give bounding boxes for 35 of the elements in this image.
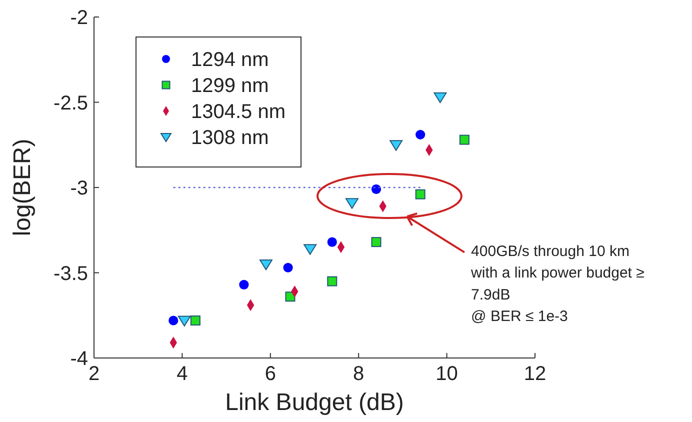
point: [168, 316, 178, 326]
point: [259, 260, 272, 270]
y-tick-label: -3: [70, 178, 88, 200]
y-tick-label: -2.5: [54, 92, 88, 114]
legend-label: 1304.5 nm: [191, 101, 286, 123]
point: [434, 92, 447, 104]
x-tick-label: 6: [264, 363, 276, 385]
point: [304, 244, 317, 255]
point: [239, 280, 249, 290]
point: [459, 134, 470, 145]
point: [415, 189, 426, 200]
point: [371, 184, 382, 194]
x-tick-label: 2: [88, 363, 100, 385]
y-axis-title: log(BER): [9, 138, 36, 236]
x-tick-label: 12: [524, 363, 546, 385]
legend-label: 1308 nm: [191, 127, 269, 149]
x-axis-title: Link Budget (dB): [225, 389, 404, 416]
x-tick-label: 4: [176, 363, 188, 385]
y-tick-label: -2: [70, 7, 88, 29]
point: [390, 140, 403, 151]
x-tick-label: 10: [436, 363, 458, 385]
point: [283, 262, 293, 272]
y-tick-label: -3.5: [54, 262, 88, 285]
legend-label: 1294 nm: [191, 49, 269, 71]
x-tick-label: 8: [353, 363, 364, 385]
annotation: 400GB/s through 10 km with a link power budget ≥ 7.9dB @ BER ≤ 1e-3: [470, 242, 644, 326]
legend-label: 1299 nm: [191, 75, 269, 97]
point: [345, 198, 358, 209]
y-tick-label: -4: [70, 348, 88, 370]
point: [327, 276, 338, 286]
point: [178, 316, 191, 326]
point: [190, 315, 200, 326]
point: [327, 237, 337, 247]
point: [416, 130, 426, 140]
point: [371, 237, 382, 248]
